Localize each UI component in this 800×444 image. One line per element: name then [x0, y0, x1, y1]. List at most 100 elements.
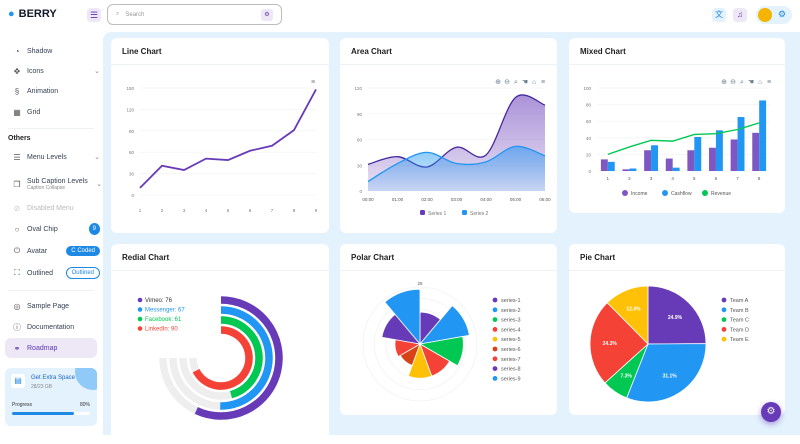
sidebar-item-roadmap[interactable]: ⚭ Roadmap — [12, 341, 100, 355]
language-icon[interactable]: 文 — [712, 8, 726, 22]
sidebar-item-label: Outlined — [27, 270, 53, 277]
pie-chart: 24.9%Team A31.1%Team B7.3%Team C24.3%Tea… — [569, 244, 785, 415]
bar-cashflow — [608, 162, 615, 171]
legend-marker — [493, 307, 498, 312]
y-tick-label: 60 — [357, 138, 363, 143]
y-tick-label: 120 — [354, 86, 362, 91]
legend-marker — [420, 210, 425, 215]
legend-marker — [493, 317, 498, 322]
sidebar-item-animation[interactable]: §Animation — [12, 84, 100, 98]
x-tick-label: 1 — [139, 208, 142, 213]
legend-label: series-1 — [501, 298, 521, 304]
legend-marker — [462, 210, 467, 215]
menu-icon[interactable]: ≡ — [311, 79, 315, 86]
avatar — [758, 8, 772, 22]
x-tick-label: 6 — [249, 208, 252, 213]
x-tick-label: 02:00 — [421, 197, 433, 202]
brand-chrome-icon: ◎ — [12, 302, 22, 311]
bar-cashflow — [738, 117, 745, 171]
zoom-out-icon[interactable]: ⊖ — [504, 79, 510, 86]
chevron-down-icon: ⌄ — [94, 153, 100, 161]
legend-label: Revenue — [711, 191, 731, 197]
menu-icon[interactable]: ≡ — [541, 79, 545, 86]
home-icon[interactable]: ⌂ — [532, 79, 536, 86]
legend-marker — [722, 317, 727, 322]
pan-icon[interactable]: ☚ — [748, 79, 754, 86]
sidebar-item-grid[interactable]: ▦Grid — [12, 105, 100, 119]
r-tick-label: 25 — [417, 281, 423, 286]
y-tick-label: 40 — [586, 136, 592, 141]
zoom-out-icon[interactable]: ⊖ — [730, 79, 736, 86]
slice-label: 24.9% — [668, 315, 683, 321]
brand-name: BERRY — [19, 8, 57, 20]
progress-fill — [12, 412, 74, 415]
legend-label: series-6 — [501, 347, 521, 353]
sidebar-item-menu-levels[interactable]: ☰Menu Levels⌄ — [12, 150, 100, 164]
bell-icon[interactable]: ♫ — [733, 8, 747, 22]
settings-fab[interactable]: ⚙ — [761, 402, 781, 422]
x-tick-label: 3 — [183, 208, 186, 213]
y-tick-label: 0 — [131, 193, 134, 198]
home-icon[interactable]: ⌂ — [758, 79, 762, 86]
sidebar-item-label: Roadmap — [27, 345, 57, 352]
progress-value: 80% — [80, 402, 90, 408]
chip-label: Coded — [77, 248, 95, 254]
y-tick-label: 120 — [126, 107, 134, 112]
x-tick-label: 8 — [293, 208, 296, 213]
legend-marker — [493, 366, 498, 371]
y-tick-label: 80 — [586, 103, 592, 108]
x-tick-label: 7 — [736, 176, 739, 181]
sidebar-item-oval-chip[interactable]: ○ Oval Chip 9 — [12, 222, 100, 236]
legend-label: series-8 — [501, 367, 521, 373]
menu-icon[interactable]: ≡ — [767, 79, 771, 86]
search-icon[interactable]: ⌕ — [514, 79, 518, 86]
search-input[interactable]: ⌕Search⚙ — [107, 4, 282, 25]
menu-toggle-button[interactable]: ☰ — [87, 8, 101, 22]
x-tick-label: 4 — [205, 208, 208, 213]
x-tick-label: 04:00 — [480, 197, 492, 202]
animation-icon: § — [12, 87, 22, 96]
legend-marker — [662, 190, 668, 196]
legend-marker — [622, 190, 628, 196]
circle-icon: ○ — [12, 225, 22, 234]
sidebar-item-icons[interactable]: ✥Icons⌄ — [12, 64, 100, 78]
zoom-in-icon[interactable]: ⊕ — [721, 79, 727, 86]
table-icon: ▤ — [11, 374, 25, 388]
oval-chip-badge: 9 — [89, 223, 100, 235]
slice-label: 31.1% — [663, 374, 678, 380]
x-tick-label: 05:00 — [510, 197, 522, 202]
bar-income — [731, 139, 738, 171]
sitemap-icon: ⚭ — [12, 344, 22, 353]
legend-label: series-9 — [501, 376, 521, 382]
x-tick-label: 6 — [715, 176, 718, 181]
sidebar-item-label: Oval Chip — [27, 226, 58, 233]
sidebar-item-caption: Caption Collapse — [27, 185, 88, 191]
sidebar-item-shadow[interactable]: ◔Shadow — [12, 44, 100, 58]
bar-cashflow — [673, 168, 680, 171]
slice-label: 24.3% — [603, 341, 618, 347]
pan-icon[interactable]: ☚ — [522, 79, 528, 86]
profile-button[interactable]: ⚙ — [756, 6, 792, 24]
zoom-in-icon[interactable]: ⊕ — [495, 79, 501, 86]
progress-label: Progress — [12, 402, 32, 408]
legend-label: series-7 — [501, 357, 521, 363]
search-icon[interactable]: ⌕ — [740, 79, 744, 86]
divider — [8, 128, 94, 129]
legend-label: Vimeo: 76 — [145, 298, 173, 304]
legend-marker — [493, 298, 498, 303]
legend-marker — [493, 337, 498, 342]
filter-icon[interactable]: ⚙ — [261, 9, 273, 21]
disabled-icon: ⊘ — [12, 204, 22, 213]
menu-icon: ☰ — [12, 153, 22, 162]
bar-cashflow — [694, 137, 701, 171]
x-tick-label: 00:00 — [362, 197, 374, 202]
copy-icon: ❐ — [12, 180, 22, 189]
sidebar-item-sample-page[interactable]: ◎Sample Page — [12, 299, 100, 313]
logo[interactable]: ●BERRY — [8, 8, 57, 20]
